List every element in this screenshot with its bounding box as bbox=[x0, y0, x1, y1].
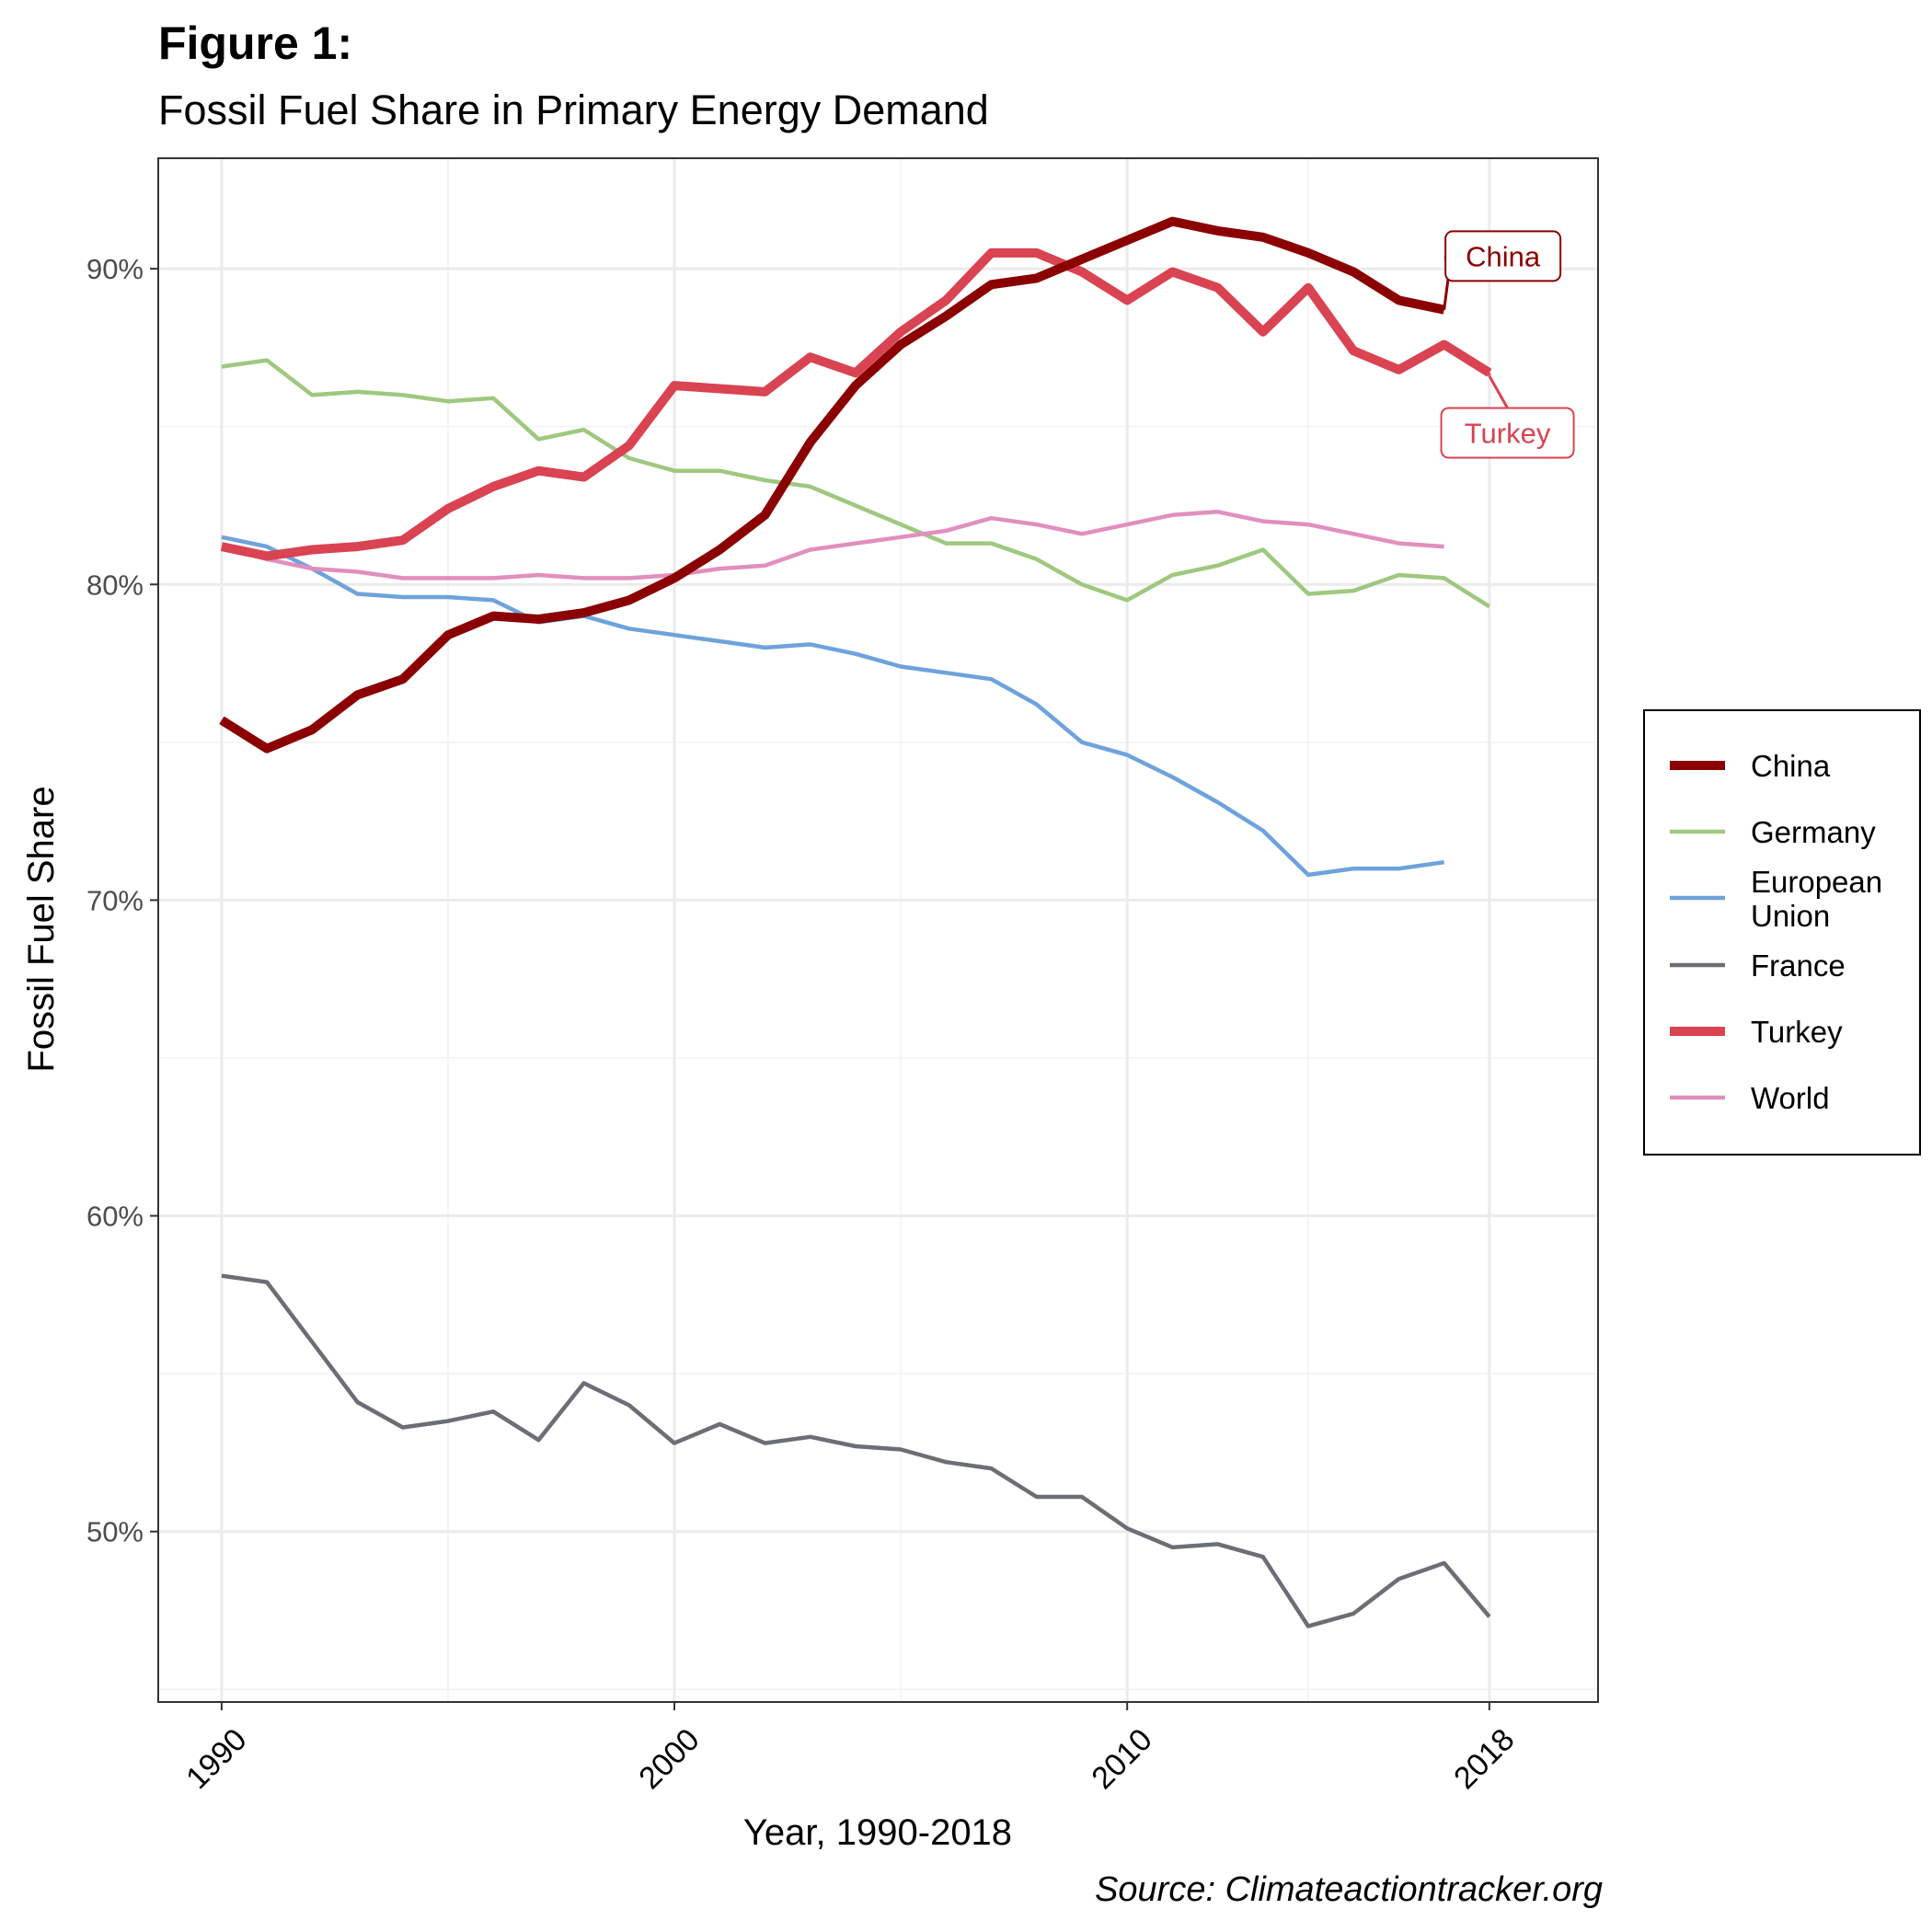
figure-title: Figure 1: bbox=[158, 17, 353, 69]
figure-subtitle: Fossil Fuel Share in Primary Energy Dema… bbox=[158, 86, 989, 133]
y-tick-label: 90% bbox=[86, 253, 144, 285]
callout-box-china bbox=[1444, 230, 1562, 282]
legend-label: World bbox=[1751, 1081, 1830, 1115]
grid bbox=[158, 158, 1598, 1702]
callout-box-turkey bbox=[1440, 407, 1575, 459]
series-lines bbox=[219, 216, 1492, 1628]
series-line-european-union bbox=[221, 535, 1445, 878]
series-line-france bbox=[221, 1273, 1491, 1628]
callout-leader bbox=[1488, 375, 1509, 409]
y-tick-label: 70% bbox=[86, 884, 144, 916]
x-tick-label: 1990 bbox=[179, 1722, 253, 1796]
y-tick-label: 80% bbox=[86, 569, 144, 601]
y-tick-label: 60% bbox=[86, 1201, 144, 1233]
figure-caption: Source: Climateactiontracker.org bbox=[1095, 1870, 1603, 1909]
legend-label: China bbox=[1751, 749, 1831, 783]
x-tick-label: 2018 bbox=[1447, 1722, 1521, 1796]
legend-label: European Union bbox=[1751, 865, 1882, 933]
series-line-turkey bbox=[220, 247, 1492, 561]
callout-label-china: China bbox=[1466, 240, 1541, 272]
series-line-world bbox=[221, 510, 1444, 581]
callout-connector bbox=[1443, 274, 1451, 310]
plot-panel-border bbox=[157, 157, 1599, 1703]
series-line-germany bbox=[221, 358, 1491, 609]
callouts: China Turkey bbox=[1440, 230, 1575, 459]
series-line-china bbox=[219, 216, 1445, 753]
legend-box bbox=[1643, 709, 1921, 1156]
x-axis-title: Year, 1990-2018 bbox=[743, 1812, 1012, 1853]
legend-label: Germany bbox=[1751, 815, 1876, 849]
legend: China Germany European Union France Turkey Wor… bbox=[1643, 709, 1921, 1156]
y-axis-title: Fossil Fuel Share bbox=[21, 786, 62, 1072]
callout-label-turkey: Turkey bbox=[1465, 418, 1551, 450]
legend-label: France bbox=[1751, 949, 1846, 983]
legend-label: Turkey bbox=[1751, 1015, 1843, 1049]
y-tick-label: 50% bbox=[86, 1516, 144, 1548]
x-tick-label: 2000 bbox=[632, 1722, 706, 1796]
x-tick-label: 2010 bbox=[1085, 1722, 1158, 1796]
